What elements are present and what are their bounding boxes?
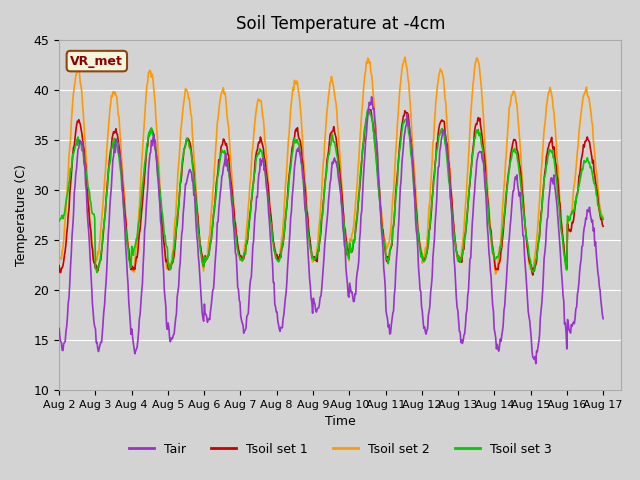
X-axis label: Time: Time bbox=[325, 415, 356, 428]
Text: VR_met: VR_met bbox=[70, 55, 124, 68]
Title: Soil Temperature at -4cm: Soil Temperature at -4cm bbox=[236, 15, 445, 33]
Legend: Tair, Tsoil set 1, Tsoil set 2, Tsoil set 3: Tair, Tsoil set 1, Tsoil set 2, Tsoil se… bbox=[124, 438, 556, 461]
Y-axis label: Temperature (C): Temperature (C) bbox=[15, 164, 28, 266]
